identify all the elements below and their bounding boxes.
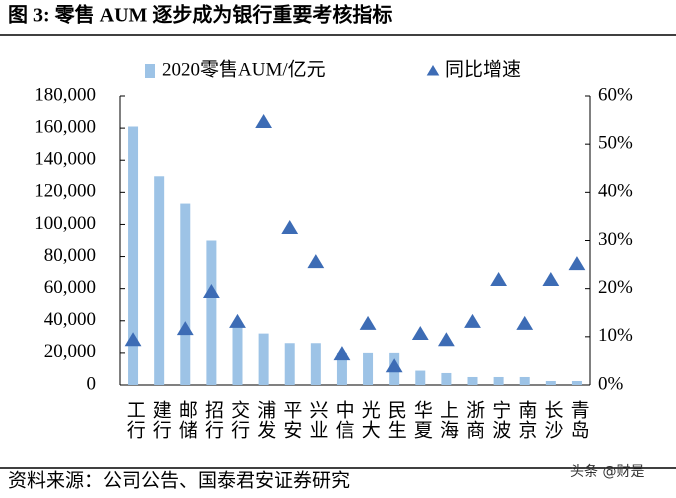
watermark: 头条 @财是 bbox=[570, 463, 644, 480]
triangle-marker bbox=[411, 325, 429, 340]
legend-swatch bbox=[145, 64, 155, 78]
y-tick-label: 40,000 bbox=[44, 309, 96, 330]
x-tick-label: 浦发 bbox=[254, 400, 276, 440]
triangle-marker bbox=[568, 256, 586, 271]
x-tick-label: 工行 bbox=[124, 400, 146, 440]
triangle-marker bbox=[229, 313, 246, 328]
bar bbox=[180, 203, 191, 385]
chart-title: 图 3: 零售 AUM 逐步成为银行重要考核指标 bbox=[8, 3, 392, 27]
triangle-marker bbox=[202, 284, 220, 299]
triangle-marker bbox=[255, 114, 273, 129]
x-tick-label: 交行 bbox=[228, 400, 250, 440]
y-tick-label: 120,000 bbox=[34, 181, 96, 202]
triangle-marker bbox=[516, 315, 534, 330]
legend-swatch bbox=[426, 65, 440, 76]
y-tick-label: 160,000 bbox=[34, 116, 96, 137]
y-tick-label: 20,000 bbox=[44, 341, 96, 362]
y2-tick-label: 0% bbox=[598, 373, 624, 394]
triangle-marker bbox=[124, 332, 142, 347]
triangle-marker bbox=[281, 219, 299, 234]
y2-tick-label: 20% bbox=[598, 277, 633, 298]
triangle-marker bbox=[176, 321, 194, 336]
x-tick-label: 平安 bbox=[280, 400, 302, 440]
bar bbox=[415, 370, 426, 385]
x-tick-label: 华夏 bbox=[411, 400, 433, 440]
x-tick-label: 浙商 bbox=[463, 400, 485, 440]
x-tick-label: 光大 bbox=[359, 400, 381, 440]
y-tick-label: 140,000 bbox=[34, 149, 96, 170]
bar bbox=[284, 343, 295, 385]
x-tick-label: 招行 bbox=[202, 400, 224, 440]
triangle-marker bbox=[437, 332, 455, 347]
bar bbox=[571, 380, 582, 385]
legend-label: 同比增速 bbox=[445, 58, 521, 80]
bar bbox=[363, 352, 374, 385]
bar bbox=[441, 372, 452, 385]
y-tick-label: 100,000 bbox=[34, 213, 96, 234]
x-tick-label: 建行 bbox=[150, 400, 172, 440]
y2-tick-label: 50% bbox=[598, 133, 633, 154]
bar bbox=[206, 240, 217, 385]
triangle-marker bbox=[490, 271, 508, 286]
y-tick-label: 180,000 bbox=[34, 84, 96, 105]
bar bbox=[258, 333, 269, 385]
y-tick-label: 60,000 bbox=[44, 277, 96, 298]
y2-tick-label: 30% bbox=[598, 229, 633, 250]
bar bbox=[493, 376, 504, 385]
y-tick-label: 0 bbox=[87, 373, 97, 394]
triangle-marker bbox=[333, 346, 351, 361]
triangle-marker bbox=[542, 271, 560, 286]
x-tick-label: 邮储 bbox=[176, 400, 198, 440]
x-tick-label: 上海 bbox=[437, 400, 459, 440]
x-tick-label: 南京 bbox=[515, 400, 537, 440]
x-tick-label: 长沙 bbox=[541, 400, 563, 440]
bar bbox=[519, 376, 530, 385]
y-tick-label: 80,000 bbox=[44, 245, 96, 266]
triangle-marker bbox=[385, 358, 403, 373]
bar bbox=[154, 176, 165, 385]
triangle-marker bbox=[359, 315, 377, 330]
bar bbox=[545, 380, 556, 385]
x-tick-label: 青岛 bbox=[568, 400, 589, 440]
x-tick-label: 兴业 bbox=[306, 400, 328, 440]
x-tick-label: 宁波 bbox=[489, 400, 511, 440]
triangle-marker bbox=[464, 313, 481, 328]
y2-tick-label: 10% bbox=[598, 325, 633, 346]
bar bbox=[336, 352, 347, 385]
source: 资料来源：公司公告、国泰君安证券研究 bbox=[8, 469, 350, 491]
triangle-marker bbox=[307, 254, 325, 269]
legend-label: 2020零售AUM/亿元 bbox=[162, 58, 326, 80]
x-tick-label: 中信 bbox=[333, 400, 355, 440]
y2-tick-label: 40% bbox=[598, 181, 633, 202]
bar bbox=[232, 322, 243, 385]
x-tick-label: 民生 bbox=[385, 400, 406, 440]
bar bbox=[310, 343, 321, 385]
bar bbox=[467, 376, 478, 385]
bar bbox=[128, 126, 139, 385]
y2-tick-label: 60% bbox=[598, 84, 633, 105]
